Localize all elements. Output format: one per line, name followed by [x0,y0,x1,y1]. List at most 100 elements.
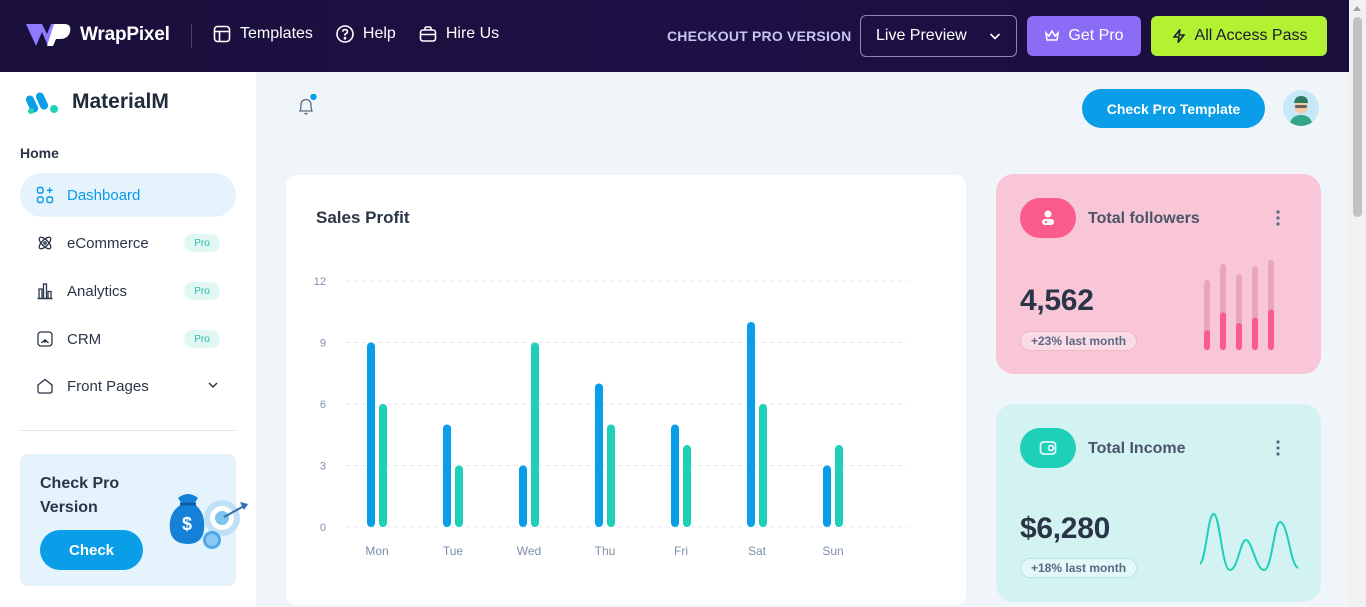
briefcase-icon [419,26,437,42]
layout-icon [213,25,231,43]
x-tick-label: Fri [674,544,688,558]
sales-profit-chart: 0 3 6 9 12 Mon Tue Wed Thu Fri Sat Sun [314,276,908,558]
total-followers-value: 4,562 [1020,284,1094,317]
chevron-down-icon[interactable] [206,378,220,392]
sales-bar [823,465,831,527]
followers-bar-fill [1220,312,1226,350]
all-access-pass-button[interactable]: All Access Pass [1151,16,1327,56]
income-sparkline [1199,512,1299,572]
sales-bar [683,445,691,527]
wallet-icon [1039,441,1057,455]
sidebar-item-front-pages-label: Front Pages [67,377,149,395]
pro-badge: Pro [184,282,220,300]
sales-bar [455,465,463,527]
checkout-pro-link[interactable]: CHECKOUT PRO VERSION [667,28,852,44]
top-nav-help[interactable]: Help [335,24,396,44]
income-change-badge: +18% last month [1020,558,1138,578]
page-scrollbar[interactable] [1349,0,1366,607]
sidebar-item-dashboard[interactable]: Dashboard [20,173,236,217]
bolt-icon [1171,29,1186,43]
total-income-card: Total Income $6,280 +18% last month [996,404,1321,602]
top-bar: WrapPixel Templates Help Hire Us CHECKOU… [0,0,1366,72]
wrappixel-brand-name: WrapPixel [80,24,170,45]
sales-bar [367,342,375,527]
notification-bell-icon[interactable] [296,94,318,118]
materialm-logo[interactable]: MaterialM [26,89,169,115]
sales-bar [607,424,615,527]
x-tick-label: Sat [748,544,767,558]
live-preview-label: Live Preview [876,27,967,44]
all-access-pass-label: All Access Pass [1194,27,1308,44]
dashboard-icon [36,186,54,204]
sales-bar [759,404,767,527]
sales-profit-title: Sales Profit [316,208,410,227]
get-pro-label: Get Pro [1068,27,1124,44]
sales-bar [747,322,755,527]
check-pro-template-button[interactable]: Check Pro Template [1082,89,1265,128]
sidebar-divider [20,430,236,431]
more-vertical-icon[interactable] [1275,209,1281,227]
check-pro-title: Check Pro Version [40,475,120,516]
check-button[interactable]: Check [40,530,143,570]
top-nav-hire-us-label: Hire Us [445,25,500,42]
x-tick-label: Sun [822,544,843,558]
y-tick-label: 12 [314,276,326,288]
money-target-illustration-icon: $ [169,494,248,549]
top-nav: Templates Help Hire Us [212,24,499,44]
y-tick-label: 9 [320,338,326,350]
sidebar-item-crm[interactable]: CRM Pro [20,317,236,361]
x-tick-label: Mon [365,544,388,558]
pro-badge: Pro [184,330,220,348]
sales-profit-card: Sales Profit 0 3 6 9 12 Mon Tue Wed Thu Fri Sat Sun [286,175,966,605]
wrappixel-logo-icon [26,24,71,46]
atom-icon [38,236,52,250]
top-nav-templates[interactable]: Templates [212,24,313,44]
sales-bar [595,383,603,527]
pro-badge: Pro [184,234,220,252]
sales-bar [379,404,387,527]
avatar-icon [1283,90,1319,126]
y-tick-label: 3 [320,461,326,473]
wrappixel-logo[interactable]: WrapPixel [24,20,170,50]
users-icon [1042,210,1054,225]
sidebar-item-ecommerce[interactable]: eCommerce Pro [20,221,236,265]
followers-change-badge: +23% last month [1020,331,1138,351]
total-followers-title: Total followers [1088,210,1200,227]
followers-bar-fill [1268,309,1274,350]
income-sparkline-line [1199,512,1299,572]
sidebar-item-dashboard-label: Dashboard [67,186,141,204]
top-nav-help-label: Help [362,25,396,42]
scrollbar-thumb[interactable] [1353,17,1362,217]
y-tick-label: 0 [320,522,326,534]
user-avatar[interactable] [1283,90,1319,126]
sidebar-section-home: Home [20,145,59,161]
crown-icon [1045,29,1060,41]
sidebar-item-analytics[interactable]: Analytics Pro [20,269,236,313]
sidebar-item-crm-label: CRM [67,330,102,348]
more-vertical-icon[interactable] [1275,439,1281,457]
help-circle-icon [336,25,354,43]
sidebar-item-front-pages[interactable]: Front Pages [20,364,236,408]
top-nav-templates-label: Templates [240,25,313,42]
followers-icon-badge [1020,198,1076,238]
sidebar-item-ecommerce-label: eCommerce [67,234,149,252]
sales-bar [531,342,539,527]
followers-bar-fill [1252,317,1258,350]
y-tick-label: 6 [320,399,326,411]
income-icon-badge [1020,428,1076,468]
scroll-up-arrow-icon[interactable] [1353,6,1361,11]
x-tick-label: Tue [443,544,464,558]
chevron-down-icon [989,33,1001,40]
crm-icon [37,331,53,347]
followers-bar-fill [1204,330,1210,350]
total-income-title: Total Income [1088,440,1186,457]
get-pro-button[interactable]: Get Pro [1027,16,1141,56]
total-followers-card: Total followers 4,562 +23% last month [996,174,1321,374]
materialm-logo-icon [26,92,58,114]
top-nav-hire-us[interactable]: Hire Us [418,24,499,44]
chart-bars-icon [37,283,53,300]
check-pro-card: Check Pro Version Check $ [20,454,248,586]
sidebar: MaterialM Home Dashboard eCommerce Pro A… [0,72,256,607]
live-preview-dropdown[interactable]: Live Preview [860,15,1017,57]
top-divider [191,24,192,48]
